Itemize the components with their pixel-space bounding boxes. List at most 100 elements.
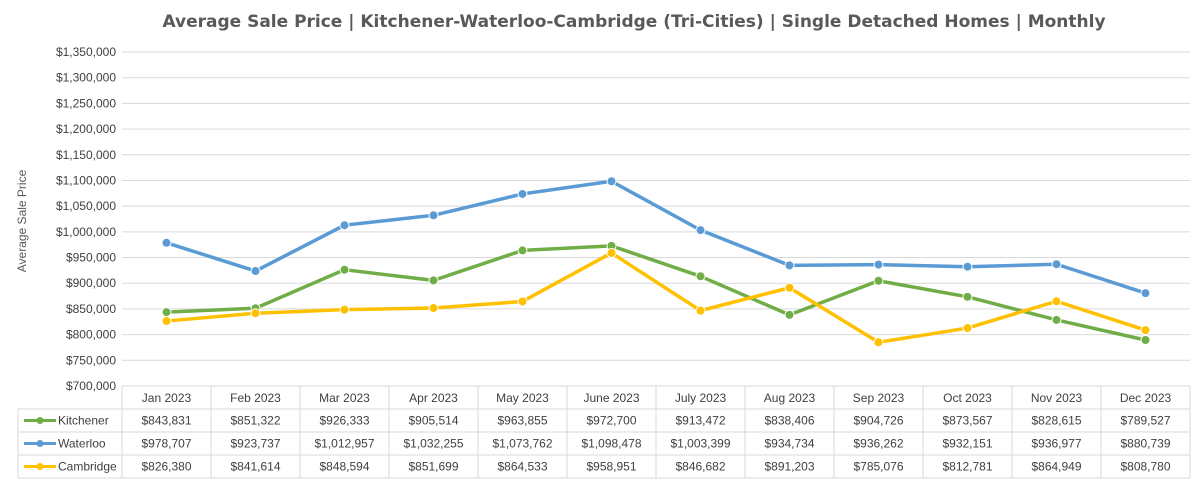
- data-label: $936,262: [853, 437, 903, 451]
- data-label: $880,739: [1120, 437, 1170, 451]
- legend-entry: Waterloo: [58, 437, 106, 451]
- data-point: [428, 275, 439, 286]
- data-point: [517, 296, 528, 307]
- data-label: $978,707: [141, 437, 191, 451]
- gridlines: [122, 51, 1190, 387]
- data-point: [784, 282, 795, 293]
- x-tick-label: Aug 2023: [764, 391, 816, 405]
- y-tick-label: $800,000: [66, 328, 116, 342]
- series-line: [166, 244, 1146, 342]
- data-label: $841,614: [230, 460, 280, 474]
- data-label: $891,203: [764, 460, 814, 474]
- data-label: $1,073,762: [492, 437, 552, 451]
- data-point: [1051, 296, 1062, 307]
- data-label: $873,567: [942, 414, 992, 428]
- y-tick-label: $850,000: [66, 302, 116, 316]
- chart-title: Average Sale Price | Kitchener-Waterloo-…: [162, 12, 1105, 32]
- data-label: $932,151: [942, 437, 992, 451]
- data-label: $926,333: [319, 414, 369, 428]
- data-label: $828,615: [1031, 414, 1081, 428]
- data-point: [784, 260, 795, 271]
- data-label: $838,406: [764, 414, 814, 428]
- data-point: [339, 304, 350, 315]
- y-tick-label: $1,150,000: [56, 148, 116, 162]
- data-label: $864,949: [1031, 460, 1081, 474]
- data-point: [1140, 288, 1151, 299]
- data-point: [873, 259, 884, 270]
- data-label: $934,734: [764, 437, 814, 451]
- data-label: $972,700: [586, 414, 636, 428]
- data-point: [428, 210, 439, 221]
- data-label: $1,032,255: [403, 437, 463, 451]
- legend-entry: Cambridge: [58, 460, 117, 474]
- data-label: $789,527: [1120, 414, 1170, 428]
- data-point: [1140, 334, 1151, 345]
- data-label: $785,076: [853, 460, 903, 474]
- x-tick-label: June 2023: [583, 391, 639, 405]
- y-tick-label: $1,100,000: [56, 173, 116, 187]
- data-label: $1,098,478: [581, 437, 641, 451]
- x-tick-label: Apr 2023: [409, 391, 458, 405]
- x-tick-label: Sep 2023: [853, 391, 905, 405]
- data-label: $864,533: [497, 460, 547, 474]
- data-point: [517, 245, 528, 256]
- series-cambridge: [161, 247, 1151, 348]
- series-line: [166, 251, 1147, 345]
- series-kitchener: [161, 240, 1151, 345]
- data-point: [695, 225, 706, 236]
- data-label: $923,737: [230, 437, 280, 451]
- data-label: $913,472: [675, 414, 725, 428]
- data-point: [339, 220, 350, 231]
- data-point: [962, 261, 973, 272]
- series-waterloo: [161, 176, 1151, 299]
- y-axis-label: Average Sale Price: [15, 169, 29, 272]
- data-point: [962, 323, 973, 334]
- data-point: [695, 305, 706, 316]
- y-tick-label: $900,000: [66, 276, 116, 290]
- y-tick-label: $1,250,000: [56, 96, 116, 110]
- data-point: [695, 271, 706, 282]
- legend-marker: [36, 417, 44, 424]
- data-point: [250, 308, 261, 319]
- x-tick-label: May 2023: [496, 391, 549, 405]
- x-tick-label: Nov 2023: [1031, 391, 1083, 405]
- data-point: [1051, 314, 1062, 325]
- x-tick-label: Oct 2023: [943, 391, 992, 405]
- y-tick-label: $750,000: [66, 353, 116, 367]
- data-label: $963,855: [497, 414, 547, 428]
- data-label: $826,380: [141, 460, 191, 474]
- data-point: [161, 237, 172, 248]
- y-tick-label: $1,200,000: [56, 122, 116, 136]
- data-point: [339, 264, 350, 275]
- series-lines: [161, 176, 1151, 348]
- data-label: $936,977: [1031, 437, 1081, 451]
- data-label: $851,699: [408, 460, 458, 474]
- y-tick-label: $1,050,000: [56, 199, 116, 213]
- y-tick-label: $700,000: [66, 379, 116, 393]
- data-label: $958,951: [586, 460, 636, 474]
- y-tick-label: $1,350,000: [56, 45, 116, 59]
- data-point: [517, 188, 528, 199]
- data-point: [1140, 325, 1151, 336]
- data-label: $846,682: [675, 460, 725, 474]
- y-tick-label: $1,300,000: [56, 71, 116, 85]
- data-point: [428, 303, 439, 314]
- data-point: [250, 266, 261, 277]
- data-label: $843,831: [141, 414, 191, 428]
- data-label: $904,726: [853, 414, 903, 428]
- x-tick-label: Dec 2023: [1120, 391, 1172, 405]
- data-point: [606, 176, 617, 187]
- x-tick-label: July 2023: [675, 391, 727, 405]
- data-point: [873, 275, 884, 286]
- legend-marker: [36, 463, 44, 470]
- y-tick-label: $1,000,000: [56, 225, 116, 239]
- y-axis-ticks: $700,000 $750,000 $800,000 $850,000 $900,000…: [56, 45, 116, 393]
- data-table: Jan 2023 Feb 2023 Mar 2023 Apr 2023 May 2023…: [17, 385, 1191, 479]
- legend-entry: Kitchener: [58, 414, 109, 428]
- legend-marker: [36, 440, 44, 447]
- data-point: [161, 307, 172, 318]
- x-tick-label: Mar 2023: [319, 391, 370, 405]
- data-point: [962, 291, 973, 302]
- data-point: [161, 316, 172, 327]
